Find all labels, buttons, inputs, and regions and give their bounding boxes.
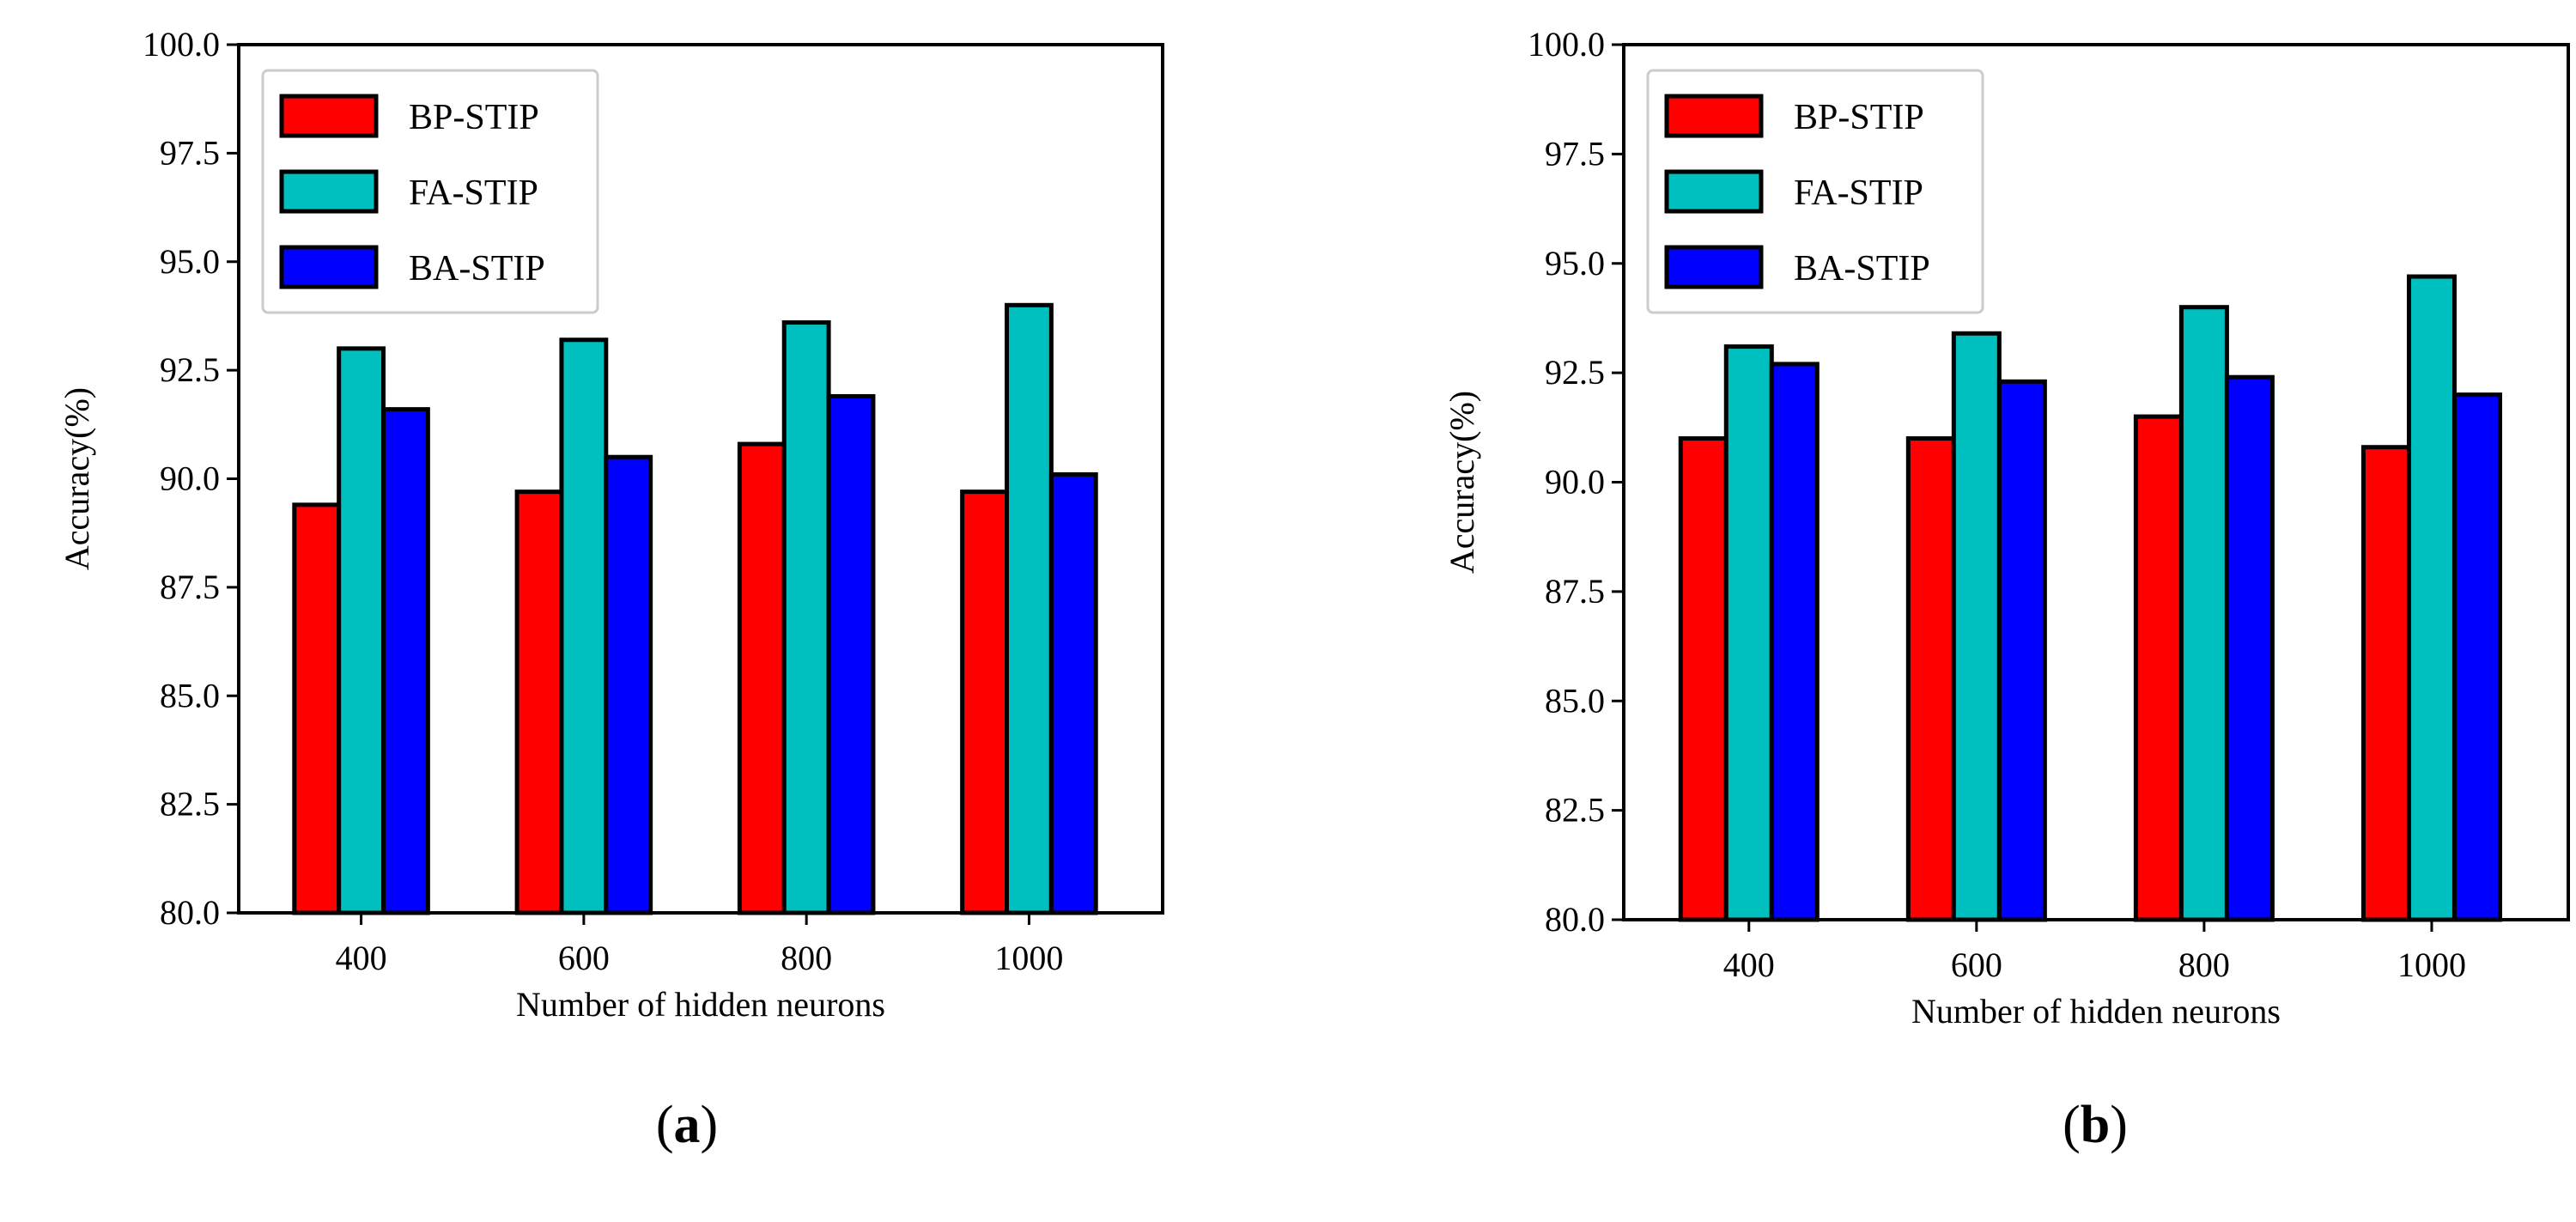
caption-paren-close: ): [701, 1096, 719, 1154]
y-tick-label: 80.0: [1545, 900, 1605, 939]
bar-bp-stip-800: [2133, 414, 2184, 922]
caption-paren-close: ): [2110, 1096, 2128, 1154]
y-tick-label: 80.0: [160, 893, 220, 932]
y-tick-label: 85.0: [1545, 681, 1605, 720]
bar-ba-stip-1000: [1048, 471, 1098, 915]
x-tick-label: 400: [1723, 945, 1775, 984]
subfigure-caption: (a): [656, 1096, 718, 1154]
y-tick-label: 92.5: [1545, 353, 1605, 392]
legend-swatch-fa-stip: [279, 169, 379, 214]
y-tick-label: 100.0: [1528, 25, 1605, 64]
y-tick-label: 85.0: [160, 676, 220, 714]
bar-bp-stip-1000: [2360, 445, 2411, 922]
bar-ba-stip-400: [1769, 362, 1820, 922]
caption-paren-open: (: [2063, 1096, 2081, 1154]
bar-ba-stip-400: [381, 407, 430, 915]
y-tick-label: 90.0: [1545, 463, 1605, 502]
bar-fa-stip-400: [337, 346, 386, 915]
chart-b: 80.0 82.5 85.0 87.5 90.0 92.5 95.0 97.5 100.0 400…: [1443, 25, 2570, 1154]
bar-bp-stip-600: [1905, 436, 1956, 922]
y-tick-label: 100.0: [143, 25, 220, 64]
y-axis-label: Accuracy(%): [58, 387, 96, 570]
caption-letter: a: [674, 1096, 701, 1154]
y-tick-label: 95.0: [160, 242, 220, 281]
x-axis-label: Number of hidden neurons: [1911, 992, 2281, 1030]
y-tick-label: 97.5: [1545, 134, 1605, 173]
legend-label-bp-stip: BP-STIP: [1794, 98, 1924, 137]
bar-fa-stip-800: [781, 320, 831, 915]
caption-letter: b: [2081, 1096, 2110, 1154]
legend-label-fa-stip: FA-STIP: [1794, 173, 1923, 213]
legend: BP-STIP FA-STIP BA-STIP: [261, 69, 599, 314]
y-tick-label: 97.5: [160, 133, 220, 172]
bar-ba-stip-600: [604, 454, 653, 915]
bar-ba-stip-600: [1996, 379, 2047, 922]
subfigure-caption: (b): [2063, 1096, 2128, 1154]
bar-fa-stip-800: [2178, 305, 2229, 922]
bar-bp-stip-400: [292, 502, 342, 915]
chart-a: 80.0 82.5 85.0 87.5 90.0 92.5 95.0 97.5 100.0 400…: [58, 25, 1164, 1154]
y-tick-label: 95.0: [1545, 244, 1605, 283]
bar-bp-stip-600: [514, 489, 564, 915]
x-tick-label: 800: [781, 939, 832, 977]
legend-swatch-fa-stip: [1664, 169, 1764, 214]
legend-label-bp-stip: BP-STIP: [409, 98, 539, 137]
legend-label-fa-stip: FA-STIP: [409, 173, 538, 213]
y-tick-label: 82.5: [160, 785, 220, 824]
legend-swatch-bp-stip: [1664, 94, 1764, 138]
legend: BP-STIP FA-STIP BA-STIP: [1646, 69, 1984, 314]
legend-swatch-ba-stip: [1664, 245, 1764, 289]
x-tick-label: 1000: [2397, 945, 2466, 984]
legend-label-ba-stip: BA-STIP: [1794, 249, 1930, 289]
x-tick-label: 400: [336, 939, 387, 977]
bar-fa-stip-400: [1723, 344, 1774, 922]
bar-ba-stip-800: [826, 393, 876, 915]
caption-paren-open: (: [656, 1096, 674, 1154]
bar-fa-stip-600: [559, 337, 609, 915]
y-tick-label: 87.5: [160, 568, 220, 606]
legend-swatch-ba-stip: [279, 245, 379, 289]
y-tick-label: 87.5: [1545, 572, 1605, 611]
bar-ba-stip-1000: [2451, 392, 2502, 922]
y-axis-label: Accuracy(%): [1443, 391, 1481, 574]
bar-fa-stip-600: [1951, 331, 2002, 922]
x-axis-label: Number of hidden neurons: [516, 985, 885, 1024]
legend-label-ba-stip: BA-STIP: [409, 249, 545, 289]
x-tick-label: 600: [1951, 945, 2002, 984]
bar-fa-stip-1000: [1005, 302, 1054, 915]
bar-ba-stip-800: [2224, 374, 2275, 922]
x-tick-label: 600: [558, 939, 610, 977]
bar-bp-stip-800: [737, 441, 787, 915]
bar-bp-stip-400: [1678, 436, 1728, 922]
y-tick-label: 82.5: [1545, 791, 1605, 830]
bar-fa-stip-1000: [2406, 274, 2457, 922]
x-tick-label: 1000: [994, 939, 1063, 977]
bar-bp-stip-1000: [960, 489, 1010, 915]
y-tick-label: 90.0: [160, 459, 220, 498]
y-tick-label: 92.5: [160, 350, 220, 389]
legend-swatch-bp-stip: [279, 94, 379, 138]
x-tick-label: 800: [2178, 945, 2230, 984]
